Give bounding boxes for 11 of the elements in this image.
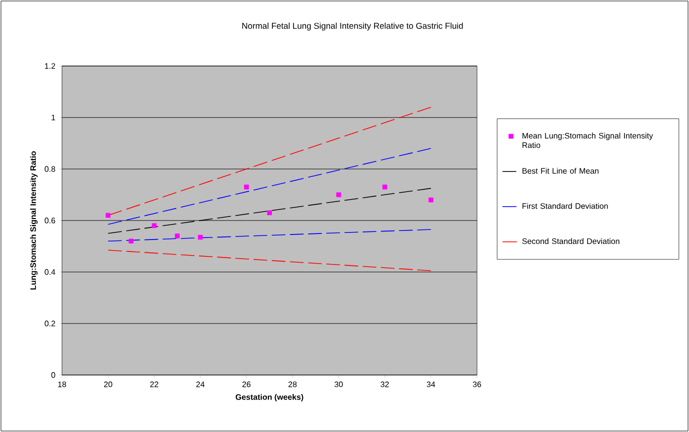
point [198, 234, 203, 240]
chart-title: Normal Fetal Lung Signal Intensity Relative to Gastric Fluid [242, 22, 463, 30]
point [428, 198, 434, 202]
point [267, 210, 272, 216]
point [128, 238, 134, 244]
point [382, 184, 388, 190]
point [152, 223, 157, 228]
point [174, 234, 180, 238]
point [244, 184, 249, 190]
point [106, 212, 110, 218]
point [336, 192, 342, 198]
